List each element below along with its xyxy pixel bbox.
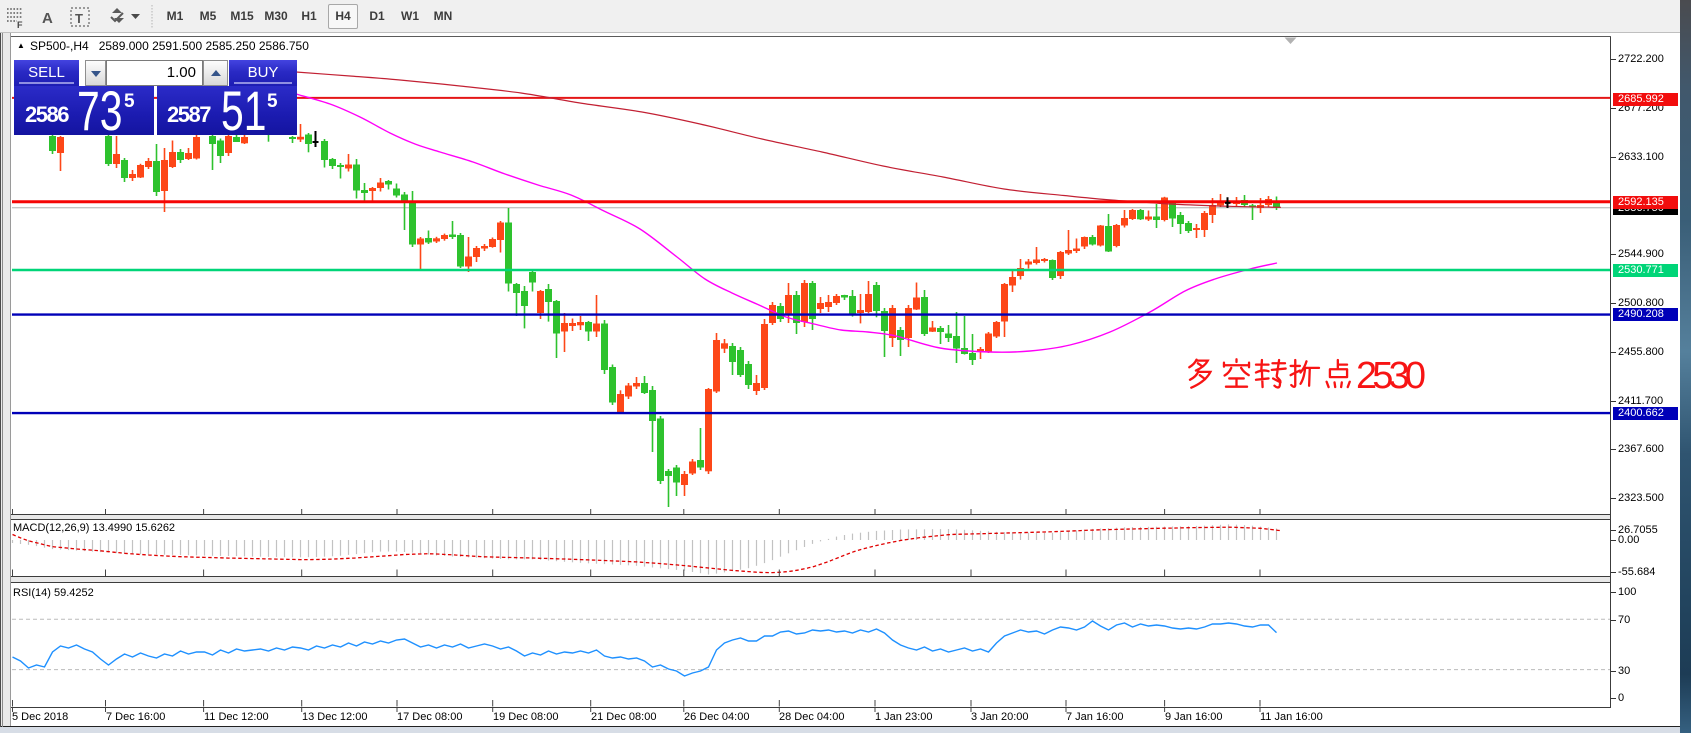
svg-text:2530: 2530 (1356, 355, 1426, 397)
svg-text:A: A (42, 10, 53, 27)
svg-text:T: T (75, 11, 83, 26)
svg-text:F: F (17, 20, 23, 30)
